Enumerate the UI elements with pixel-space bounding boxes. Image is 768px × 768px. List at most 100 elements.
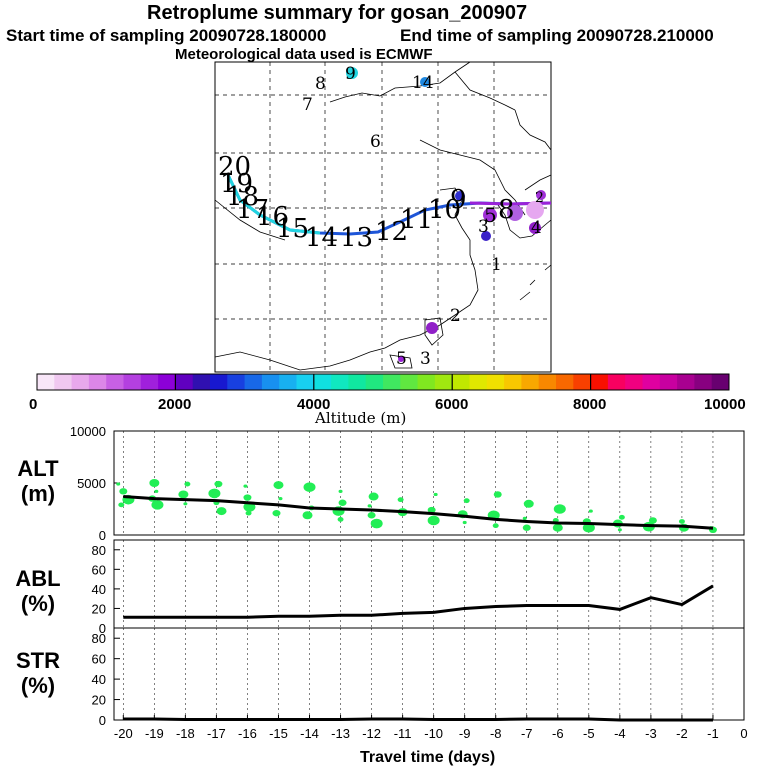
x-tick-label: -17 — [207, 726, 226, 741]
map-label: 10 — [428, 195, 461, 225]
abl-label-line1: ABL — [15, 566, 61, 591]
map-marker — [455, 191, 465, 201]
scatter-point — [367, 504, 372, 508]
alt-ytick-label: 10000 — [70, 424, 106, 439]
scatter-point — [118, 502, 125, 508]
scatter-point — [338, 489, 343, 493]
scatter-point — [618, 514, 625, 520]
abl-panel: 0 20 40 60 80 — [92, 539, 745, 636]
scatter-point — [302, 511, 313, 520]
map-label: 1 — [491, 255, 502, 275]
map-label: 19 — [220, 169, 253, 199]
coastlines — [214, 61, 552, 371]
x-tick-label: -1 — [707, 726, 719, 741]
x-tick-label: -6 — [552, 726, 564, 741]
colorbar-swatch — [590, 374, 609, 390]
scatter-point — [368, 492, 379, 501]
trajectory-path-cyan — [226, 174, 321, 235]
scatter-point — [337, 517, 344, 522]
scatter-point — [427, 506, 436, 514]
map-label: 6 — [370, 132, 381, 152]
x-tick-label: -18 — [176, 726, 195, 741]
scatter-point — [116, 482, 121, 486]
colorbar-tick: 6000 — [435, 396, 469, 413]
colorbar-swatch — [452, 374, 470, 390]
colorbar-swatch — [348, 374, 367, 390]
scatter-point — [523, 499, 534, 508]
str-frame — [113, 627, 745, 721]
colorbar-swatch — [106, 374, 124, 390]
scatter-point — [433, 492, 438, 497]
colorbar-swatch — [244, 374, 263, 390]
colorbar-swatch — [123, 374, 142, 390]
colorbar-swatch — [71, 374, 90, 390]
abl-frame — [113, 539, 745, 629]
map-label: 7 — [302, 95, 313, 115]
colorbar-swatch — [140, 374, 159, 390]
x-tick-label: -12 — [362, 726, 381, 741]
abl-ytick-label: 20 — [92, 601, 106, 616]
map-label: 17 — [236, 195, 269, 225]
str-ytick-label: 20 — [92, 693, 106, 708]
map-marker — [420, 77, 430, 87]
x-tick-label: -5 — [583, 726, 595, 741]
scatter-point — [370, 518, 383, 529]
scatter-point — [617, 528, 622, 532]
colorbar-tick: 4000 — [297, 396, 331, 413]
x-tick-label: -10 — [424, 726, 443, 741]
x-tick-label: -20 — [114, 726, 133, 741]
colorbar-swatch — [538, 374, 557, 390]
scatter-point — [208, 488, 221, 499]
colorbar-swatch — [556, 374, 574, 390]
scatter-point — [492, 523, 499, 529]
colorbar-swatch — [88, 374, 107, 390]
map-marker — [483, 208, 497, 222]
x-tick-label: -3 — [645, 726, 657, 741]
scatter-point — [119, 488, 128, 495]
str-panel: 0 20 40 60 80 — [92, 627, 745, 728]
scatter-point — [462, 520, 467, 525]
abl-ytick-label: 80 — [92, 543, 106, 558]
scatter-point — [273, 481, 284, 490]
x-tick-label: -2 — [676, 726, 688, 741]
map-label: 18 — [226, 182, 259, 212]
map-label: 15 — [276, 214, 309, 244]
scatter-point — [216, 507, 227, 516]
scatter-point — [367, 512, 376, 519]
map-label: 9 — [450, 185, 467, 215]
colorbar-label: Altitude (m) — [315, 409, 407, 427]
x-tick-label: -16 — [238, 726, 257, 741]
map-label: 14 — [305, 223, 338, 253]
scatter-point — [493, 491, 502, 498]
altitude-colorbar — [36, 373, 730, 391]
scatter-point — [338, 499, 347, 506]
scatter-point — [178, 490, 189, 499]
colorbar-swatch — [227, 374, 246, 390]
colorbar-swatch — [296, 374, 315, 390]
scatter-point — [553, 504, 566, 514]
scatter-point — [397, 497, 404, 503]
colorbar-swatch — [417, 374, 436, 390]
map-label: 5 — [484, 203, 497, 227]
colorbar-swatch — [642, 374, 661, 390]
colorbar-swatch — [210, 374, 228, 390]
start-time: Start time of sampling 20090728.180000 — [6, 26, 327, 45]
scatter-point — [303, 482, 316, 492]
map-label: 8 — [498, 195, 515, 225]
map-marker — [346, 67, 358, 79]
abl-label-line2: (%) — [20, 591, 56, 616]
map-label: 2 — [535, 190, 544, 206]
str-ytick-label: 0 — [99, 713, 106, 728]
map-label: 16 — [256, 202, 289, 232]
scatter-point — [154, 489, 159, 493]
colorbar-swatch — [313, 374, 332, 390]
colorbar-tick: 0 — [29, 396, 38, 413]
str-label-line2: (%) — [20, 673, 56, 698]
x-tick-label: 0 — [740, 726, 747, 741]
scatter-point — [278, 497, 283, 501]
scatter-point — [151, 500, 164, 510]
map-marker — [536, 190, 546, 200]
colorbar-swatch — [504, 374, 522, 390]
